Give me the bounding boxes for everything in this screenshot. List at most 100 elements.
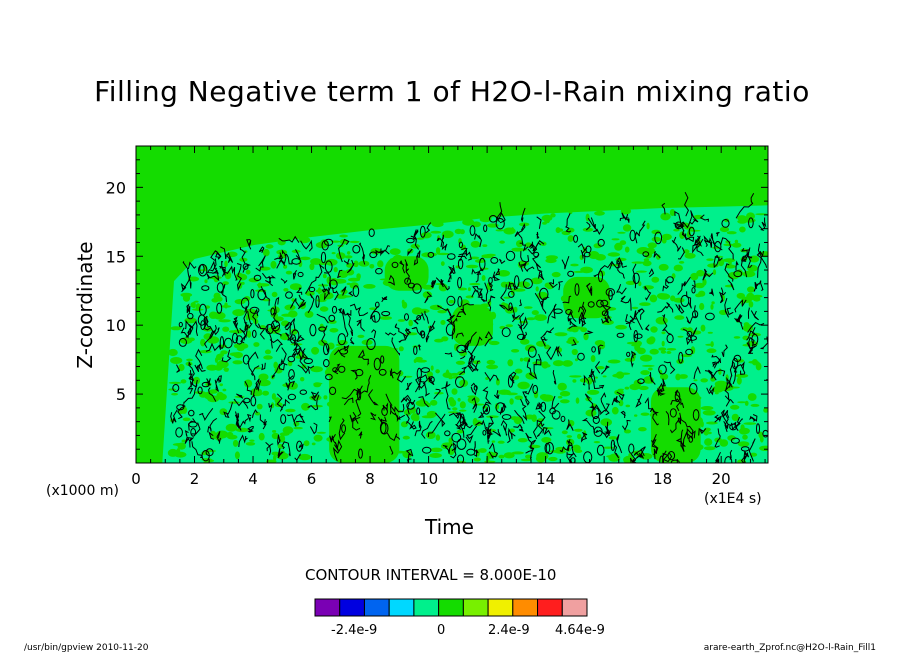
speckle bbox=[596, 366, 605, 370]
contour-line bbox=[297, 356, 309, 374]
speckle bbox=[288, 310, 298, 318]
speckle bbox=[448, 397, 455, 403]
speckle bbox=[640, 370, 650, 376]
contour-line bbox=[309, 422, 318, 435]
speckle bbox=[473, 457, 481, 462]
speckle bbox=[656, 254, 661, 260]
colorbar-cell bbox=[339, 598, 365, 617]
speckle bbox=[545, 258, 557, 264]
speckle bbox=[204, 279, 208, 284]
contour-loop bbox=[587, 301, 595, 308]
contour-line bbox=[675, 303, 685, 314]
contour-loop bbox=[412, 283, 422, 294]
speckle bbox=[193, 376, 201, 385]
speckle bbox=[744, 400, 749, 406]
contour-line bbox=[471, 268, 482, 283]
contour-loop bbox=[240, 297, 250, 309]
contour-line bbox=[492, 429, 502, 437]
contour-line bbox=[674, 210, 683, 228]
speckle bbox=[262, 298, 271, 302]
contour-line bbox=[206, 378, 211, 386]
speckle bbox=[245, 314, 249, 321]
contour-loop bbox=[249, 306, 260, 314]
contour-loop bbox=[178, 321, 183, 328]
contour-loop bbox=[325, 373, 333, 381]
speckle bbox=[693, 379, 698, 382]
speckle bbox=[520, 458, 533, 462]
contour-loop bbox=[560, 415, 566, 422]
colorbar-label: 0 bbox=[437, 623, 446, 638]
speckle bbox=[279, 432, 290, 436]
contour-line bbox=[220, 246, 231, 261]
colorbar-cell bbox=[561, 598, 588, 617]
speckle bbox=[191, 308, 204, 311]
speckle bbox=[615, 324, 627, 330]
speckle bbox=[631, 261, 645, 264]
speckle bbox=[458, 409, 467, 412]
contour-line bbox=[433, 388, 441, 400]
speckle bbox=[316, 431, 327, 434]
contour-line bbox=[507, 427, 516, 444]
speckle bbox=[562, 360, 573, 367]
speckle bbox=[488, 340, 500, 346]
contour-loop bbox=[285, 291, 293, 299]
contour-line bbox=[649, 407, 660, 426]
contour-line bbox=[480, 282, 489, 303]
field-layer bbox=[136, 146, 768, 463]
speckle bbox=[184, 317, 197, 324]
contour-line bbox=[530, 240, 545, 252]
speckle bbox=[279, 434, 286, 443]
contour-line bbox=[635, 393, 643, 408]
contour-line bbox=[555, 345, 563, 357]
chart-title: Filling Negative term 1 of H2O-l-Rain mi… bbox=[94, 75, 810, 108]
x-tick-label: 4 bbox=[248, 470, 258, 488]
contour-line bbox=[711, 354, 722, 364]
contour-line bbox=[715, 232, 720, 237]
speckle bbox=[702, 410, 716, 416]
speckle bbox=[727, 386, 740, 389]
speckle bbox=[264, 349, 272, 355]
speckle bbox=[678, 261, 685, 264]
speckle bbox=[397, 319, 406, 322]
speckle bbox=[272, 430, 277, 433]
speckle bbox=[469, 256, 480, 260]
contour-line bbox=[398, 414, 406, 420]
contour-line bbox=[623, 214, 630, 223]
contour-line bbox=[727, 279, 735, 291]
contour-line bbox=[467, 356, 479, 372]
contour-line bbox=[277, 448, 284, 459]
contour-line bbox=[499, 304, 515, 317]
contour-line bbox=[644, 324, 650, 331]
contour-loop bbox=[205, 448, 214, 457]
contour-loop bbox=[457, 258, 464, 270]
speckle bbox=[551, 271, 561, 278]
contour-lines bbox=[170, 191, 768, 463]
speckle bbox=[218, 319, 231, 323]
contour-line bbox=[236, 393, 244, 399]
contour-line bbox=[358, 242, 366, 265]
speckle bbox=[510, 349, 520, 353]
green-speckles bbox=[167, 207, 768, 463]
contour-loop bbox=[549, 407, 556, 415]
contour-line bbox=[342, 308, 348, 316]
contour-line bbox=[403, 394, 412, 415]
contour-loop bbox=[633, 330, 639, 343]
contour-loop bbox=[420, 330, 425, 336]
speckle bbox=[507, 359, 514, 367]
contour-line bbox=[736, 361, 746, 375]
contour-loop bbox=[413, 345, 418, 355]
contour-loop bbox=[532, 384, 539, 395]
speckle bbox=[574, 449, 583, 453]
speckle bbox=[736, 292, 745, 299]
speckle bbox=[256, 283, 270, 287]
speckle bbox=[730, 404, 740, 410]
speckle bbox=[607, 359, 621, 364]
speckle bbox=[431, 221, 444, 228]
contour-line bbox=[657, 378, 666, 393]
speckle bbox=[435, 369, 440, 374]
speckle bbox=[511, 451, 524, 455]
contour-line bbox=[180, 327, 192, 339]
speckle bbox=[684, 252, 696, 259]
contour-loop bbox=[600, 299, 609, 307]
contour-line bbox=[210, 250, 222, 261]
